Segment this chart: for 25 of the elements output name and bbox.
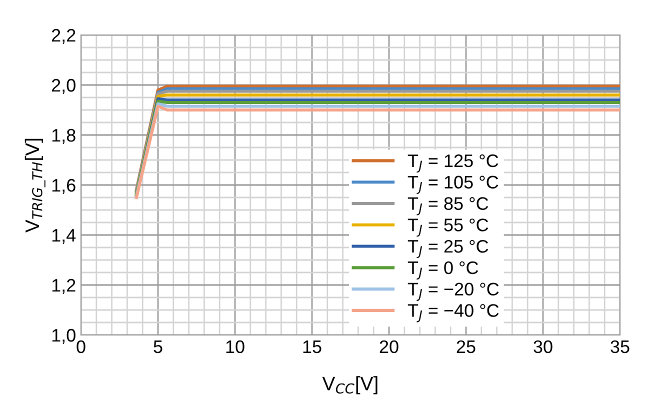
legend-label: T$_{J}$ = 0 °C (408, 261, 478, 280)
y-tick-label: 2,2 (52, 28, 76, 44)
legend-label: T$_{J}$ = 25 °C (408, 240, 488, 258)
x-tick-label: 15 (303, 340, 322, 354)
x-tick-label: 20 (380, 340, 398, 354)
y-axis-title: V$_{TRIG_TH}$[V] (24, 138, 46, 233)
x-tick-label: 35 (610, 340, 630, 354)
x-axis-title: V$_{CC}$[V] (322, 376, 378, 394)
x-tick-label: 0 (76, 340, 86, 354)
y-tick-label: 1,4 (52, 229, 76, 244)
y-tick-label: 1,8 (52, 128, 76, 144)
y-tick-label: 1,6 (52, 178, 76, 194)
y-tick-label: 1,2 (52, 278, 76, 294)
legend-label: T$_{J}$ = 55 °C (408, 218, 488, 237)
legend-label: T$_{J}$ = 105 °C (408, 176, 498, 194)
legend-label: T$_{J}$ = −20 °C (408, 282, 499, 301)
x-tick-label: 10 (226, 340, 244, 354)
x-tick-label: 30 (534, 340, 552, 354)
legend-label: T$_{J}$ = −40 °C (408, 304, 499, 322)
legend-label: T$_{J}$ = 125 °C (408, 154, 498, 172)
y-tick-label: 1,0 (52, 328, 76, 344)
legend-label: T$_{J}$ = 85 °C (408, 197, 488, 216)
y-tick-label: 2,0 (52, 78, 76, 94)
x-tick-label: 5 (154, 340, 162, 354)
x-tick-label: 25 (456, 340, 476, 354)
